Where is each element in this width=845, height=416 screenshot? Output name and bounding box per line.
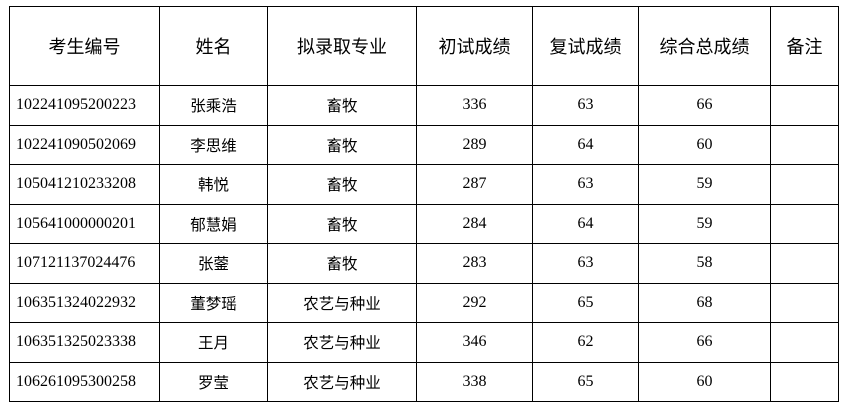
cell-name: 罗莹 <box>159 361 268 402</box>
cell-total-score: 60 <box>638 361 771 402</box>
cell-remarks <box>770 361 839 402</box>
cell-major: 畜牧 <box>267 203 417 244</box>
cell-major: 畜牧 <box>267 124 417 165</box>
cell-exam-id: 102241095200223 <box>9 85 160 126</box>
cell-name: 王月 <box>159 322 268 363</box>
cell-major: 畜牧 <box>267 243 417 284</box>
cell-remarks <box>770 282 839 323</box>
cell-retest-score: 64 <box>532 124 639 165</box>
cell-name: 董梦瑶 <box>159 282 268 323</box>
cell-exam-id: 105641000000201 <box>9 203 160 244</box>
cell-initial-score: 346 <box>416 322 533 363</box>
cell-major: 农艺与种业 <box>267 282 417 323</box>
cell-total-score: 60 <box>638 124 771 165</box>
cell-total-score: 66 <box>638 85 771 126</box>
cell-retest-score: 65 <box>532 282 639 323</box>
table-row: 102241095200223 张乘浩 畜牧 336 63 66 <box>9 85 839 126</box>
cell-major: 农艺与种业 <box>267 361 417 402</box>
cell-initial-score: 284 <box>416 203 533 244</box>
cell-initial-score: 289 <box>416 124 533 165</box>
cell-retest-score: 64 <box>532 203 639 244</box>
cell-name: 张乘浩 <box>159 85 268 126</box>
cell-exam-id: 105041210233208 <box>9 164 160 205</box>
cell-major: 畜牧 <box>267 85 417 126</box>
cell-exam-id: 106351325023338 <box>9 322 160 363</box>
cell-remarks <box>770 243 839 284</box>
admission-table: 考生编号 姓名 拟录取专业 初试成绩 复试成绩 综合总成绩 备注 1022410… <box>9 6 839 402</box>
cell-exam-id: 106261095300258 <box>9 361 160 402</box>
cell-name: 张蓥 <box>159 243 268 284</box>
header-total-score: 综合总成绩 <box>638 6 771 86</box>
cell-name: 郁慧娟 <box>159 203 268 244</box>
table-row: 102241090502069 李思维 畜牧 289 64 60 <box>9 124 839 165</box>
cell-retest-score: 63 <box>532 85 639 126</box>
header-row: 考生编号 姓名 拟录取专业 初试成绩 复试成绩 综合总成绩 备注 <box>9 6 839 86</box>
cell-initial-score: 338 <box>416 361 533 402</box>
cell-major: 畜牧 <box>267 164 417 205</box>
cell-total-score: 66 <box>638 322 771 363</box>
cell-major: 农艺与种业 <box>267 322 417 363</box>
cell-remarks <box>770 322 839 363</box>
cell-total-score: 59 <box>638 164 771 205</box>
header-name: 姓名 <box>159 6 268 86</box>
cell-retest-score: 62 <box>532 322 639 363</box>
table-row: 107121137024476 张蓥 畜牧 283 63 58 <box>9 243 839 284</box>
table-row: 106261095300258 罗莹 农艺与种业 338 65 60 <box>9 361 839 402</box>
cell-remarks <box>770 85 839 126</box>
cell-exam-id: 106351324022932 <box>9 282 160 323</box>
cell-initial-score: 292 <box>416 282 533 323</box>
cell-initial-score: 287 <box>416 164 533 205</box>
cell-total-score: 58 <box>638 243 771 284</box>
cell-retest-score: 63 <box>532 243 639 284</box>
table-row: 106351324022932 董梦瑶 农艺与种业 292 65 68 <box>9 282 839 323</box>
cell-remarks <box>770 203 839 244</box>
header-initial-score: 初试成绩 <box>416 6 533 86</box>
header-retest-score: 复试成绩 <box>532 6 639 86</box>
header-remarks: 备注 <box>770 6 839 86</box>
header-exam-id: 考生编号 <box>9 6 160 86</box>
table-row: 105641000000201 郁慧娟 畜牧 284 64 59 <box>9 203 839 244</box>
cell-initial-score: 283 <box>416 243 533 284</box>
cell-remarks <box>770 124 839 165</box>
cell-total-score: 68 <box>638 282 771 323</box>
cell-name: 韩悦 <box>159 164 268 205</box>
cell-retest-score: 65 <box>532 361 639 402</box>
cell-total-score: 59 <box>638 203 771 244</box>
table-row: 105041210233208 韩悦 畜牧 287 63 59 <box>9 164 839 205</box>
cell-initial-score: 336 <box>416 85 533 126</box>
cell-exam-id: 102241090502069 <box>9 124 160 165</box>
cell-name: 李思维 <box>159 124 268 165</box>
cell-exam-id: 107121137024476 <box>9 243 160 284</box>
cell-retest-score: 63 <box>532 164 639 205</box>
table-row: 106351325023338 王月 农艺与种业 346 62 66 <box>9 322 839 363</box>
cell-remarks <box>770 164 839 205</box>
header-major: 拟录取专业 <box>267 6 417 86</box>
